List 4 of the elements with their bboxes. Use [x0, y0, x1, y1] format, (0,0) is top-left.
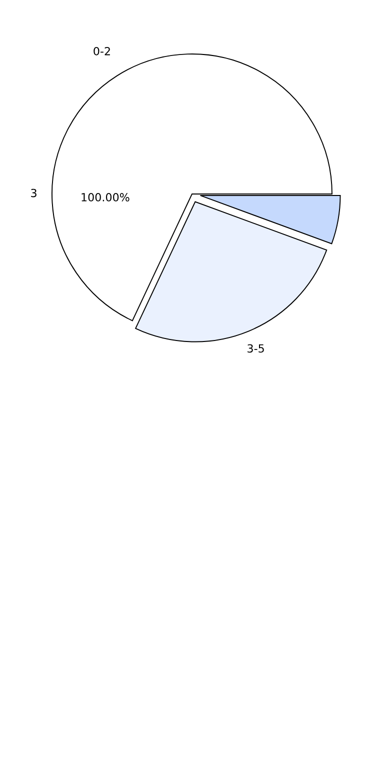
text: 100.00%	[82, 193, 130, 202]
slice-label: 3-5	[248, 344, 264, 353]
slice-label: 0-2	[94, 46, 110, 56]
text: 3	[31, 188, 36, 198]
